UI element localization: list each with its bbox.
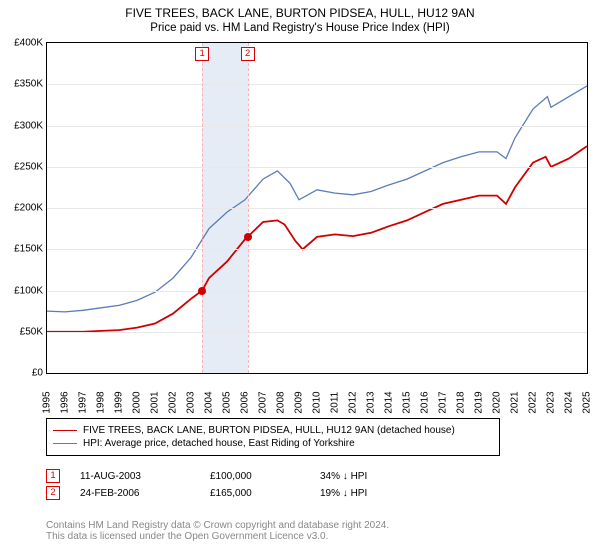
event-marker-dot [244,233,252,241]
x-axis-label: 2022 [528,391,539,413]
x-axis-label: 2006 [240,391,251,413]
y-axis-label: £350K [14,79,43,90]
x-axis-label: 2021 [510,391,521,413]
event-date: 24-FEB-2006 [80,488,190,499]
events-table: 1 11-AUG-2003 £100,000 34% ↓ HPI 2 24-FEB-200… [46,466,367,503]
chart-subtitle: Price paid vs. HM Land Registry's House … [0,20,600,34]
grid-line-h [47,332,587,333]
event-price: £165,000 [210,488,300,499]
x-axis-label: 2023 [546,391,557,413]
event-pct: 34% ↓ HPI [320,471,367,482]
x-axis-label: 2009 [294,391,305,413]
footer-line-2: This data is licensed under the Open Gov… [46,531,389,542]
y-axis-label: £150K [14,244,43,255]
x-axis-label: 2018 [456,391,467,413]
chart-title: FIVE TREES, BACK LANE, BURTON PIDSEA, HU… [0,0,600,20]
event-row: 1 11-AUG-2003 £100,000 34% ↓ HPI [46,469,367,483]
x-axis-label: 2025 [582,391,593,413]
x-axis-label: 2002 [168,391,179,413]
event-marker-line [248,43,249,373]
event-row: 2 24-FEB-2006 £165,000 19% ↓ HPI [46,486,367,500]
x-axis-label: 2012 [348,391,359,413]
event-date: 11-AUG-2003 [80,471,190,482]
legend: FIVE TREES, BACK LANE, BURTON PIDSEA, HU… [46,418,500,456]
footer-attribution: Contains HM Land Registry data © Crown c… [46,520,389,542]
grid-line-h [47,291,587,292]
x-axis-label: 2017 [438,391,449,413]
grid-line-h [47,249,587,250]
x-axis-label: 2013 [366,391,377,413]
legend-label: HPI: Average price, detached house, East… [83,438,355,449]
x-axis-label: 2011 [330,392,341,414]
x-axis-label: 2004 [204,391,215,413]
x-axis-label: 2005 [222,391,233,413]
legend-label: FIVE TREES, BACK LANE, BURTON PIDSEA, HU… [83,425,455,436]
y-axis-label: £250K [14,161,43,172]
x-axis-label: 2003 [186,391,197,413]
x-axis-label: 1998 [96,391,107,413]
y-axis-label: £200K [14,203,43,214]
x-axis-label: 2016 [420,391,431,413]
event-marker-line [202,43,203,373]
y-axis-label: £50K [20,326,43,337]
chart-plot-area: £0£50K£100K£150K£200K£250K£300K£350K£400… [46,42,588,374]
legend-swatch [53,430,77,431]
event-row-marker: 1 [46,469,60,483]
x-axis-label: 1996 [60,391,71,413]
event-marker-dot [198,287,206,295]
event-pct: 19% ↓ HPI [320,488,367,499]
y-axis-label: £0 [32,368,43,379]
grid-line-h [47,126,587,127]
grid-line-h [47,84,587,85]
x-axis-label: 2014 [384,391,395,413]
legend-row: HPI: Average price, detached house, East… [53,438,493,449]
legend-row: FIVE TREES, BACK LANE, BURTON PIDSEA, HU… [53,425,493,436]
series-hpi [47,86,587,312]
x-axis-label: 2008 [276,391,287,413]
grid-line-h [47,208,587,209]
event-marker-box: 2 [241,47,255,61]
event-row-marker: 2 [46,486,60,500]
event-marker-box: 1 [195,47,209,61]
x-axis-label: 2015 [402,391,413,413]
y-axis-label: £100K [14,285,43,296]
event-price: £100,000 [210,471,300,482]
y-axis-label: £400K [14,38,43,49]
x-axis-label: 2020 [492,391,503,413]
x-axis-label: 1999 [114,391,125,413]
x-axis-label: 2010 [312,391,323,413]
x-axis-label: 2019 [474,391,485,413]
legend-swatch [53,443,77,444]
x-axis-label: 1997 [78,391,89,413]
grid-line-h [47,167,587,168]
x-axis-label: 2007 [258,391,269,413]
series-property [47,146,587,332]
x-axis-label: 1995 [42,391,53,413]
footer-line-1: Contains HM Land Registry data © Crown c… [46,520,389,531]
y-axis-label: £300K [14,120,43,131]
x-axis-label: 2000 [132,391,143,413]
x-axis-label: 2001 [150,391,161,413]
x-axis-label: 2024 [564,391,575,413]
